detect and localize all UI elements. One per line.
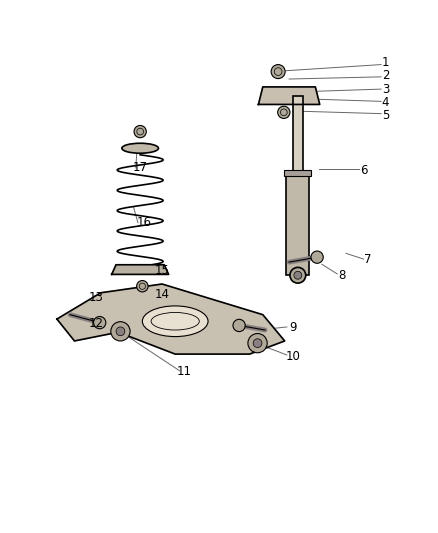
Text: 8: 8	[338, 269, 345, 282]
FancyBboxPatch shape	[284, 170, 311, 176]
Text: 16: 16	[137, 216, 152, 229]
Circle shape	[290, 268, 306, 283]
Circle shape	[116, 327, 125, 336]
Text: 13: 13	[89, 290, 104, 304]
Text: 6: 6	[360, 164, 367, 176]
Text: 11: 11	[177, 365, 191, 378]
Text: 14: 14	[155, 288, 170, 302]
Text: 15: 15	[155, 264, 170, 277]
Circle shape	[94, 317, 106, 329]
Circle shape	[253, 339, 262, 348]
Polygon shape	[57, 284, 285, 354]
Circle shape	[134, 125, 146, 138]
Polygon shape	[112, 265, 169, 274]
FancyBboxPatch shape	[293, 96, 303, 171]
Text: 17: 17	[133, 161, 148, 174]
Text: 4: 4	[381, 96, 389, 109]
Text: 10: 10	[286, 350, 301, 363]
Text: 5: 5	[382, 109, 389, 122]
Circle shape	[137, 280, 148, 292]
Circle shape	[311, 251, 323, 263]
Circle shape	[294, 271, 302, 279]
Ellipse shape	[142, 306, 208, 336]
Circle shape	[271, 64, 285, 78]
FancyBboxPatch shape	[286, 171, 309, 275]
Text: 2: 2	[381, 69, 389, 83]
Ellipse shape	[151, 312, 199, 330]
Circle shape	[278, 106, 290, 118]
Circle shape	[111, 322, 130, 341]
Text: 12: 12	[89, 317, 104, 330]
Circle shape	[248, 334, 267, 353]
Text: 1: 1	[381, 56, 389, 69]
Circle shape	[233, 319, 245, 332]
Ellipse shape	[122, 143, 159, 153]
Polygon shape	[258, 87, 320, 104]
Text: 3: 3	[382, 83, 389, 95]
Text: 7: 7	[364, 253, 372, 266]
Text: 9: 9	[290, 321, 297, 334]
